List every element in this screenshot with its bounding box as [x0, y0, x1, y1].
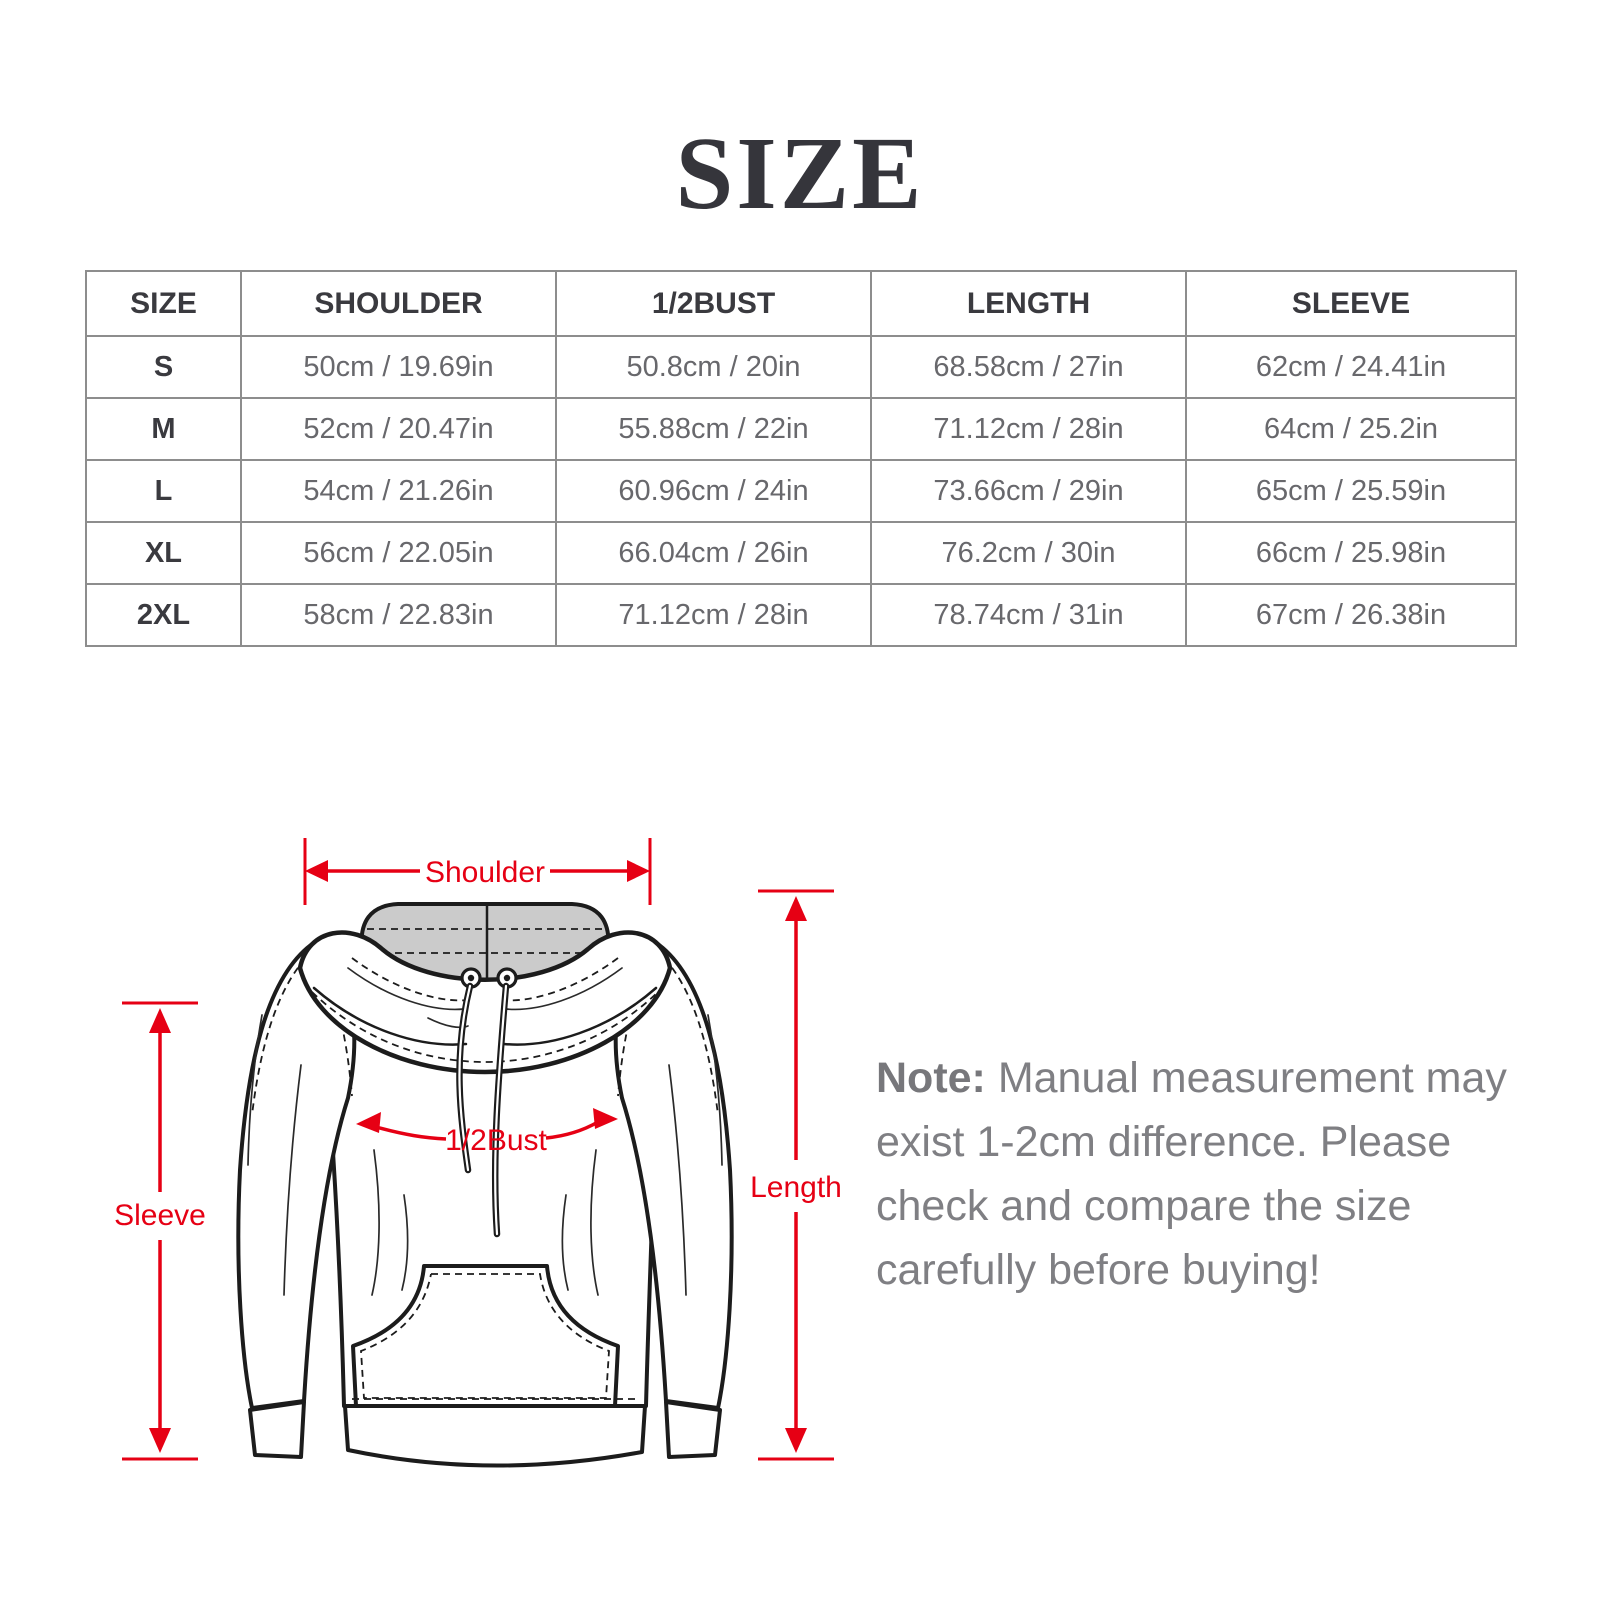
drawstrings: [456, 982, 510, 1238]
cell-bust: 55.88cm / 22in: [555, 397, 872, 461]
cell-sleeve: 66cm / 25.98in: [1185, 521, 1517, 585]
cell-sleeve: 62cm / 24.41in: [1185, 335, 1517, 399]
cell-sleeve: 67cm / 26.38in: [1185, 583, 1517, 647]
note-prefix: Note:: [876, 1054, 986, 1102]
column-header-bust: 1/2BUST: [555, 270, 872, 337]
cell-shoulder: 52cm / 20.47in: [240, 397, 557, 461]
right-cuff: [664, 1400, 722, 1459]
cell-bust: 50.8cm / 20in: [555, 335, 872, 399]
cell-length: 76.2cm / 30in: [870, 521, 1187, 585]
cell-shoulder: 54cm / 21.26in: [240, 459, 557, 523]
cell-bust: 71.12cm / 28in: [555, 583, 872, 647]
shoulder-label: Shoulder: [425, 856, 545, 889]
table-header-row: SIZE SHOULDER 1/2BUST LENGTH SLEEVE: [85, 270, 1517, 337]
table-row-s: S 50cm / 19.69in 50.8cm / 20in 68.58cm /…: [85, 335, 1517, 399]
cell-length: 78.74cm / 31in: [870, 583, 1187, 647]
hem-band: [343, 1404, 647, 1468]
sleeve-dimension-arrow: Sleeve: [114, 1001, 206, 1461]
cell-bust: 60.96cm / 24in: [555, 459, 872, 523]
cell-shoulder: 56cm / 22.05in: [240, 521, 557, 585]
bust-label: 1/2Bust: [445, 1124, 547, 1157]
column-header-shoulder: SHOULDER: [240, 270, 557, 337]
sleeve-label: Sleeve: [114, 1199, 206, 1232]
measurement-note: Note: Manual measurement may exist 1-2cm…: [876, 1046, 1526, 1302]
row-label: XL: [85, 521, 242, 585]
note-text: Manual measurement may exist 1-2cm diffe…: [876, 1054, 1507, 1294]
hoodie-measurement-diagram: Shoulder Length Sleeve: [114, 838, 842, 1468]
page-title: SIZE: [675, 116, 925, 231]
cell-shoulder: 50cm / 19.69in: [240, 335, 557, 399]
column-header-length: LENGTH: [870, 270, 1187, 337]
size-table: SIZE SHOULDER 1/2BUST LENGTH SLEEVE S 50…: [85, 270, 1517, 647]
hood-collar: [297, 930, 673, 1075]
table-row-2xl: 2XL 58cm / 22.83in 71.12cm / 28in 78.74c…: [85, 583, 1517, 647]
bust-dimension-arrow: 1/2Bust: [356, 1108, 618, 1157]
row-label: L: [85, 459, 242, 523]
row-label: S: [85, 335, 242, 399]
cell-length: 71.12cm / 28in: [870, 397, 1187, 461]
shoulder-dimension-arrow: Shoulder: [303, 838, 652, 905]
table-row-l: L 54cm / 21.26in 60.96cm / 24in 73.66cm …: [85, 459, 1517, 523]
cell-sleeve: 65cm / 25.59in: [1185, 459, 1517, 523]
row-label: 2XL: [85, 583, 242, 647]
cell-bust: 66.04cm / 26in: [555, 521, 872, 585]
hoodie-sketch: [236, 902, 734, 1468]
column-header-size: SIZE: [85, 270, 242, 337]
length-dimension-arrow: Length: [750, 889, 842, 1461]
row-label: M: [85, 397, 242, 461]
table-row-xl: XL 56cm / 22.05in 66.04cm / 26in 76.2cm …: [85, 521, 1517, 585]
length-label: Length: [750, 1171, 842, 1204]
column-header-sleeve: SLEEVE: [1185, 270, 1517, 337]
cell-length: 73.66cm / 29in: [870, 459, 1187, 523]
left-cuff: [248, 1400, 306, 1459]
cell-length: 68.58cm / 27in: [870, 335, 1187, 399]
cell-shoulder: 58cm / 22.83in: [240, 583, 557, 647]
cell-sleeve: 64cm / 25.2in: [1185, 397, 1517, 461]
table-row-m: M 52cm / 20.47in 55.88cm / 22in 71.12cm …: [85, 397, 1517, 461]
